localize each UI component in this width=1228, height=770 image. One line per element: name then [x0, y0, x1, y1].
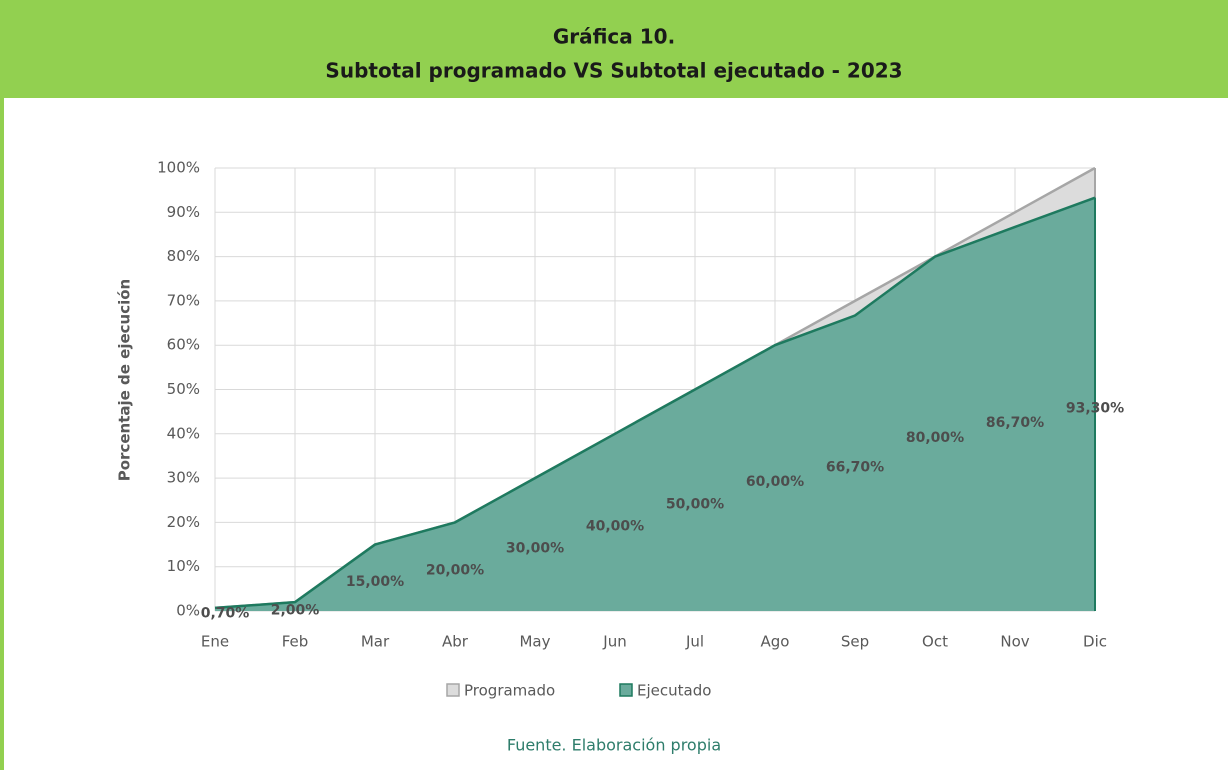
- data-label: 80,00%: [906, 430, 964, 446]
- x-tick-label: Oct: [922, 633, 948, 651]
- x-tick-label: Mar: [361, 633, 390, 651]
- source-note: Fuente. Elaboración propia: [507, 736, 721, 755]
- x-tick-label: Abr: [442, 633, 469, 651]
- x-tick-label: Feb: [282, 633, 309, 651]
- x-tick-label: Sep: [841, 633, 869, 651]
- y-tick-label: 10%: [167, 557, 200, 575]
- data-label: 20,00%: [426, 563, 484, 579]
- x-tick-label: Ago: [761, 633, 790, 651]
- legend-swatch: [446, 683, 460, 697]
- data-label: 2,00%: [271, 603, 320, 619]
- data-label: 40,00%: [586, 518, 644, 534]
- area: [215, 197, 1095, 611]
- x-tick-label: Ene: [201, 633, 229, 651]
- y-tick-label: 30%: [167, 469, 200, 487]
- x-tick-label: Jul: [685, 633, 704, 651]
- data-label: 30,00%: [506, 541, 564, 557]
- y-tick-label: 40%: [167, 424, 200, 442]
- header-band: [0, 0, 1228, 98]
- chart-subtitle: Subtotal programado VS Subtotal ejecutad…: [325, 59, 902, 83]
- data-label: 86,70%: [986, 415, 1044, 431]
- y-tick-label: 60%: [167, 336, 200, 354]
- legend-swatch: [619, 683, 633, 697]
- data-label: 50,00%: [666, 496, 724, 512]
- left-border: [0, 0, 4, 770]
- y-tick-label: 20%: [167, 513, 200, 531]
- x-tick-label: Dic: [1083, 633, 1107, 651]
- y-tick-label: 50%: [167, 380, 200, 398]
- x-tick-label: Jun: [602, 633, 626, 651]
- data-label: 66,70%: [826, 459, 884, 475]
- legend-label: Ejecutado: [637, 682, 711, 700]
- data-label: 0,70%: [201, 605, 250, 621]
- y-axis-label: Porcentaje de ejecución: [116, 279, 134, 481]
- x-tick-label: Nov: [1000, 633, 1029, 651]
- y-tick-label: 90%: [167, 203, 200, 221]
- data-label: 15,00%: [346, 574, 404, 590]
- y-tick-label: 100%: [157, 159, 200, 177]
- area-line: [214, 196, 1096, 610]
- data-label: 93,30%: [1066, 400, 1124, 416]
- x-tick-label: May: [519, 633, 550, 651]
- data-label: 60,00%: [746, 474, 804, 490]
- y-tick-label: 0%: [176, 602, 200, 620]
- chart-title: Gráfica 10.: [553, 25, 675, 49]
- y-tick-label: 70%: [167, 291, 200, 309]
- legend-label: Programado: [464, 682, 555, 700]
- y-tick-label: 80%: [167, 247, 200, 265]
